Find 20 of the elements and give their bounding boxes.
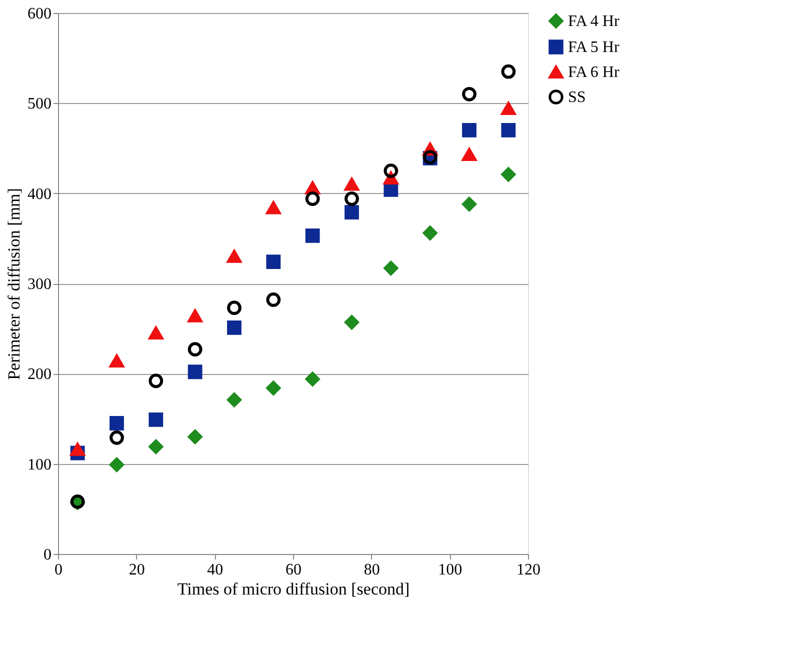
y-tick-label: 100 bbox=[28, 456, 52, 474]
legend-label: SS bbox=[568, 89, 586, 106]
y-tick-label: 200 bbox=[28, 366, 52, 384]
x-tick-label: 80 bbox=[364, 562, 380, 578]
y-tick-label: 400 bbox=[28, 186, 52, 203]
legend-label: FA 6 Hr bbox=[568, 64, 620, 81]
x-tick-label: 100 bbox=[438, 562, 462, 578]
y-tick-label: 300 bbox=[28, 276, 52, 293]
y-axis-title: Perimeter of diffusion [mm] bbox=[4, 188, 24, 380]
y-tick-label: 500 bbox=[28, 96, 52, 113]
y-tick-label: 600 bbox=[28, 6, 52, 22]
x-tick-label: 60 bbox=[286, 562, 302, 578]
y-tick-label: 0 bbox=[44, 546, 52, 564]
legend-label: FA 4 Hr bbox=[568, 13, 620, 30]
x-tick-label: 20 bbox=[128, 562, 145, 578]
legend-label: FA 5 Hr bbox=[568, 39, 620, 56]
x-tick-label: 40 bbox=[207, 562, 224, 578]
x-tick-label: 120 bbox=[516, 562, 540, 578]
x-tick-label: 0 bbox=[54, 562, 62, 578]
x-axis-title: Times of micro diffusion [second] bbox=[177, 580, 410, 598]
